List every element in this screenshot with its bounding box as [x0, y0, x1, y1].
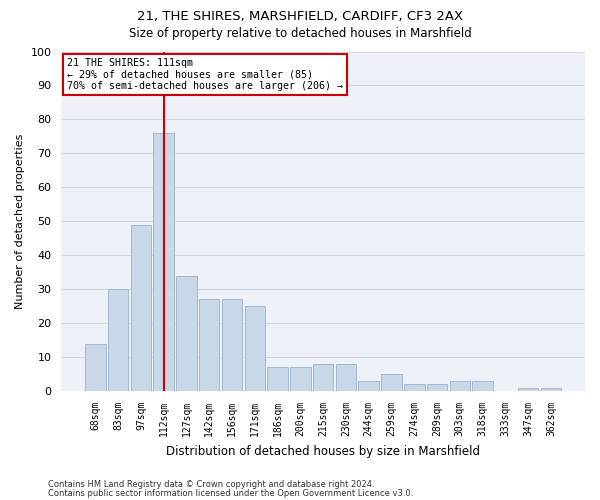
Bar: [381, 374, 402, 391]
Y-axis label: Number of detached properties: Number of detached properties: [15, 134, 25, 309]
Text: 21, THE SHIRES, MARSHFIELD, CARDIFF, CF3 2AX: 21, THE SHIRES, MARSHFIELD, CARDIFF, CF3…: [137, 10, 463, 23]
Bar: [85, 344, 106, 391]
X-axis label: Distribution of detached houses by size in Marshfield: Distribution of detached houses by size …: [166, 444, 480, 458]
Text: Contains HM Land Registry data © Crown copyright and database right 2024.: Contains HM Land Registry data © Crown c…: [48, 480, 374, 489]
Bar: [131, 224, 151, 391]
Bar: [290, 368, 311, 391]
Text: Size of property relative to detached houses in Marshfield: Size of property relative to detached ho…: [128, 28, 472, 40]
Bar: [518, 388, 538, 391]
Bar: [541, 388, 561, 391]
Bar: [404, 384, 425, 391]
Bar: [449, 381, 470, 391]
Bar: [108, 290, 128, 391]
Bar: [268, 368, 288, 391]
Bar: [222, 300, 242, 391]
Bar: [427, 384, 447, 391]
Bar: [358, 381, 379, 391]
Bar: [313, 364, 334, 391]
Bar: [199, 300, 220, 391]
Bar: [472, 381, 493, 391]
Bar: [245, 306, 265, 391]
Bar: [335, 364, 356, 391]
Text: Contains public sector information licensed under the Open Government Licence v3: Contains public sector information licen…: [48, 490, 413, 498]
Bar: [176, 276, 197, 391]
Text: 21 THE SHIRES: 111sqm
← 29% of detached houses are smaller (85)
70% of semi-deta: 21 THE SHIRES: 111sqm ← 29% of detached …: [67, 58, 343, 92]
Bar: [154, 133, 174, 391]
